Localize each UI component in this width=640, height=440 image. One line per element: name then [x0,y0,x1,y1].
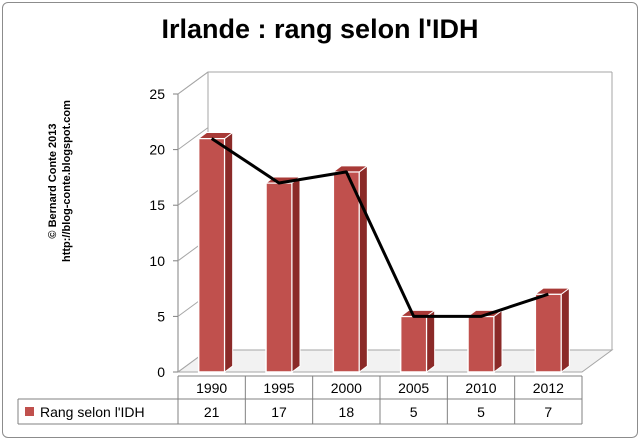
bar-side [224,131,234,373]
chart-title: Irlande : rang selon l'IDH [161,14,479,44]
bar-front [534,293,563,373]
bar-side [291,175,301,373]
data-table: 1990 21 1995 17 2000 18 2005 5 2010 5 2012 7 Rang se… [17,375,583,425]
y-tick-diagonal [177,127,209,151]
x-category-label: 1990 [196,380,227,396]
legend-key [25,407,34,416]
bar-2000 [331,164,369,373]
data-table-value: 7 [544,404,552,420]
bar-top [533,287,571,295]
x-category-label: 2010 [465,380,496,396]
x-category-label: 2012 [533,380,564,396]
y-tick-label: 15 [149,197,165,213]
bar-front [197,137,226,373]
bar-side [560,287,570,373]
bar-side [493,309,503,373]
y-tick-label: 10 [149,253,165,269]
back-wall-top [177,71,612,95]
data-table-value: 5 [477,404,485,420]
data-table-value: 5 [410,404,418,420]
series-trend-line [210,137,549,318]
legend-series-label: Rang selon l'IDH [40,404,145,420]
y-tick-diagonal [177,71,209,95]
bar-side [358,164,368,373]
bar-top [331,165,369,173]
bar-2005 [399,309,437,373]
bar-front [399,315,428,373]
bar-side [426,309,436,373]
data-table-value: 17 [271,404,287,420]
bar-1990 [197,131,235,373]
y-axis: 0 5 10 15 20 25 [149,71,209,380]
bar-front [265,182,293,373]
y-tick-label: 5 [157,308,165,324]
data-table-value: 21 [204,404,220,420]
x-category-label: 1995 [263,380,294,396]
bar-top [197,131,235,139]
data-table-value: 18 [339,404,355,420]
bar-2012 [533,287,571,373]
y-tick-label: 25 [149,86,165,102]
trend-line [210,137,549,318]
y-tick-label: 20 [149,142,165,158]
x-category-label: 2000 [331,380,362,396]
y-tick-label: 0 [157,364,165,380]
bar-1995 [264,175,302,373]
bar-2010 [466,309,504,373]
bars [197,131,571,373]
x-category-label: 2005 [398,380,429,396]
bar-front [332,171,361,373]
bar-front [467,315,495,373]
